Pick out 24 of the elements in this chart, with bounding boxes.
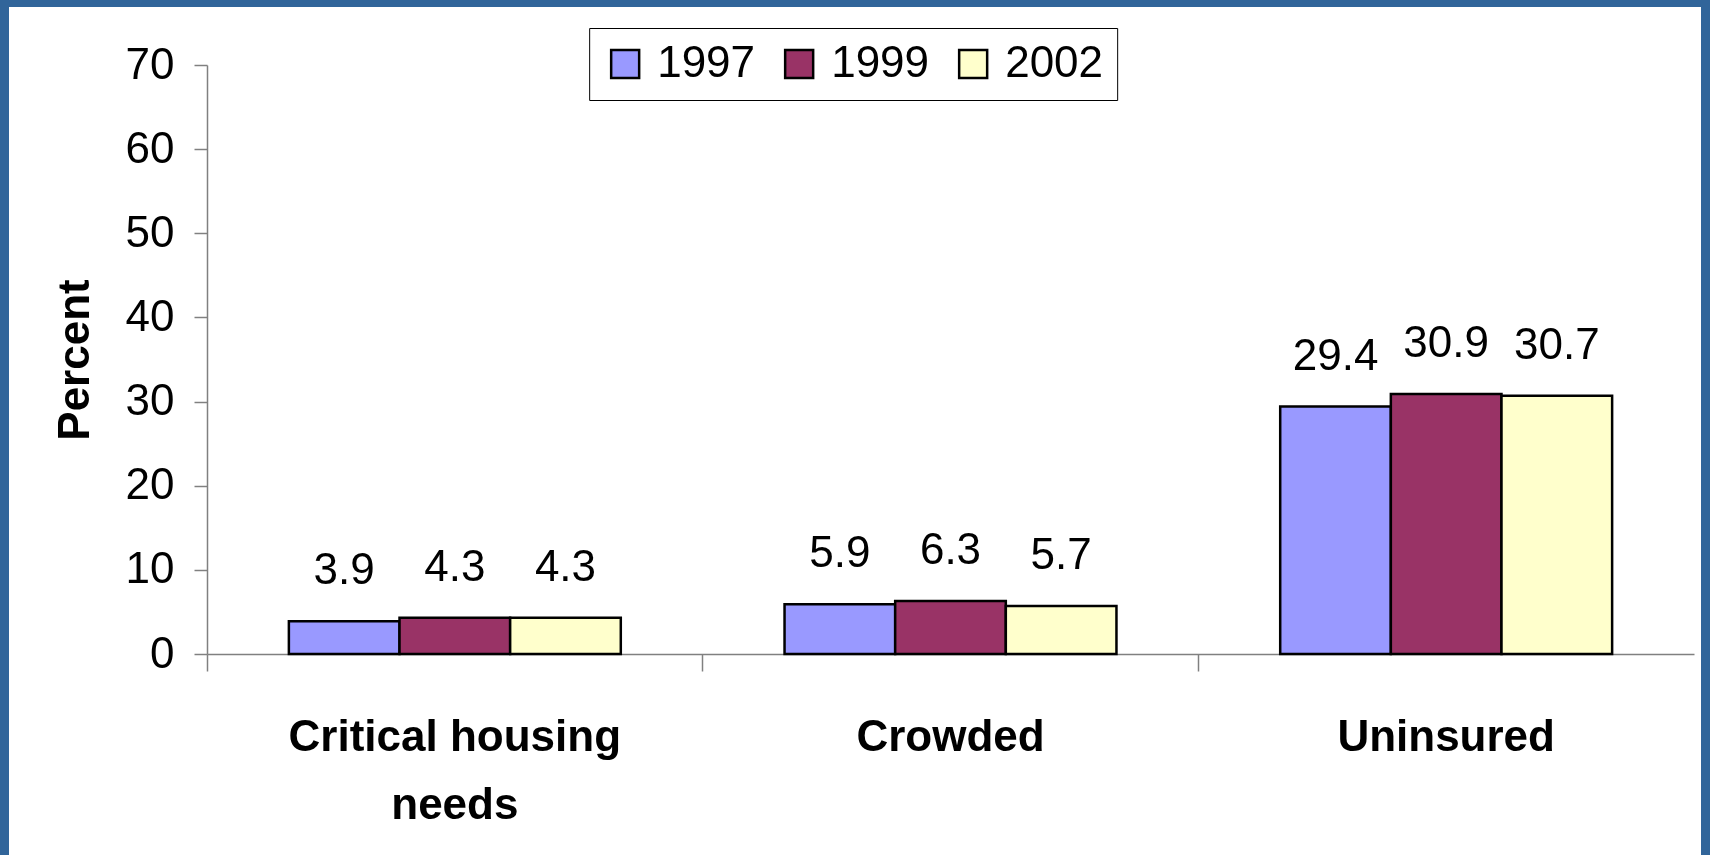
data-label: 5.7: [1030, 529, 1092, 579]
data-label: 3.9: [313, 544, 375, 594]
y-tick-label: 50: [125, 206, 175, 256]
y-axis-title: Percent: [48, 278, 98, 441]
y-tick-label: 30: [125, 375, 175, 425]
x-tick-label: Critical housing needs: [288, 710, 622, 828]
data-label: 4.3: [424, 540, 486, 590]
y-tick-label: 10: [125, 543, 175, 593]
y-tick-label: 20: [125, 459, 175, 509]
data-label: 30.9: [1403, 317, 1489, 366]
y-tick-label: 60: [125, 122, 175, 172]
legend-label: 1997: [657, 37, 756, 86]
x-tick-label: Uninsured: [1337, 710, 1555, 760]
x-tick-label: Crowded: [856, 710, 1045, 760]
data-label: 6.3: [919, 523, 982, 573]
y-tick-label: 40: [125, 290, 175, 340]
legend-label: 1999: [831, 37, 930, 86]
y-tick-label: 70: [125, 38, 175, 88]
y-tick-label: 0: [150, 627, 175, 677]
data-label: 4.3: [534, 540, 597, 590]
data-label: 5.9: [809, 527, 871, 577]
data-label: 29.4: [1292, 329, 1379, 379]
data-label: 30.7: [1513, 318, 1600, 368]
legend-label: 2002: [1005, 37, 1104, 86]
